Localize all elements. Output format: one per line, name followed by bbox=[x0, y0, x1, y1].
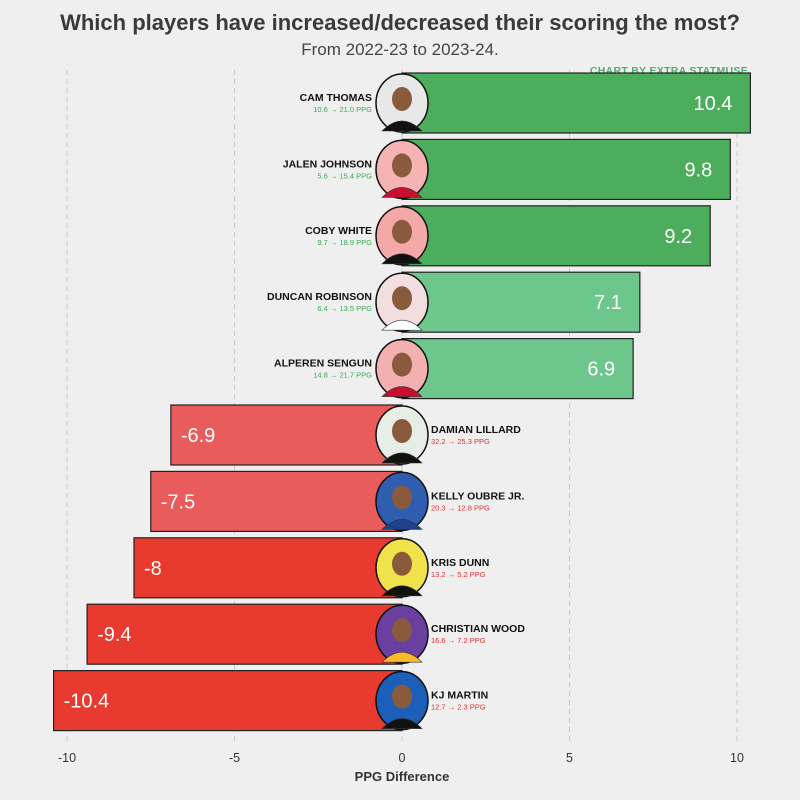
bar bbox=[170, 404, 403, 466]
avatar-head bbox=[392, 618, 412, 643]
player-name: CAM THOMAS bbox=[300, 92, 372, 104]
avatar-jersey bbox=[381, 253, 423, 265]
player-name: KRIS DUNN bbox=[431, 557, 489, 569]
bar bbox=[401, 271, 641, 333]
x-tick-label: 0 bbox=[399, 751, 406, 765]
player-name: CHRISTIAN WOOD bbox=[431, 623, 525, 635]
player-ppg: 6.4 → 13.5 PPG bbox=[317, 304, 372, 313]
avatar-head bbox=[392, 551, 412, 576]
player-avatar bbox=[375, 405, 429, 465]
value-label: -9.4 bbox=[97, 624, 131, 646]
player-name: ALPEREN SENGUN bbox=[274, 358, 372, 370]
avatar-head bbox=[392, 352, 412, 377]
value-label: 6.9 bbox=[587, 359, 615, 381]
player-avatar bbox=[375, 206, 429, 266]
value-label: 9.2 bbox=[664, 226, 692, 248]
value-label: 7.1 bbox=[594, 292, 622, 314]
value-label: -7.5 bbox=[161, 491, 195, 513]
player-name: DUNCAN ROBINSON bbox=[267, 291, 372, 303]
x-tick-label: -5 bbox=[229, 751, 240, 765]
player-ppg: 9.7 → 18.9 PPG bbox=[317, 238, 372, 247]
avatar-head bbox=[392, 153, 412, 178]
player-ppg: 13.2 → 5.2 PPG bbox=[431, 570, 486, 579]
avatar-jersey bbox=[381, 120, 423, 132]
avatar-jersey bbox=[381, 651, 423, 663]
player-avatar bbox=[375, 670, 429, 731]
player-ppg: 14.8 → 21.7 PPG bbox=[313, 371, 372, 380]
bar bbox=[401, 338, 634, 400]
value-label: 9.8 bbox=[684, 159, 712, 181]
avatar-jersey bbox=[381, 718, 423, 729]
avatar-jersey bbox=[381, 585, 423, 597]
avatar-head bbox=[392, 419, 412, 443]
player-name: KELLY OUBRE JR. bbox=[431, 490, 524, 502]
player-name: JALEN JOHNSON bbox=[283, 158, 372, 170]
player-avatar bbox=[375, 272, 429, 332]
x-tick-label: 5 bbox=[566, 751, 573, 765]
player-ppg: 10.6 → 21.0 PPG bbox=[313, 105, 372, 114]
player-avatar bbox=[375, 538, 429, 598]
avatar-head bbox=[392, 485, 412, 510]
bar bbox=[150, 470, 403, 532]
avatar-head bbox=[392, 87, 412, 111]
bar bbox=[401, 138, 731, 200]
bar bbox=[401, 72, 751, 134]
player-ppg: 5.6 → 15.4 PPG bbox=[317, 171, 372, 180]
avatar-jersey bbox=[381, 187, 423, 198]
player-ppg: 32.2 → 25.3 PPG bbox=[431, 437, 490, 446]
value-label: -8 bbox=[144, 558, 162, 580]
chart-title: Which players have increased/decreased t… bbox=[60, 10, 740, 35]
player-name: COBY WHITE bbox=[305, 225, 372, 237]
avatar-jersey bbox=[381, 386, 423, 397]
avatar-jersey bbox=[381, 452, 423, 464]
player-name: DAMIAN LILLARD bbox=[431, 424, 521, 436]
player-avatar bbox=[375, 604, 429, 664]
value-label: 10.4 bbox=[693, 93, 732, 115]
x-axis-label: PPG Difference bbox=[355, 769, 450, 784]
x-tick-label: -10 bbox=[58, 751, 76, 765]
avatar-head bbox=[392, 684, 412, 709]
avatar-head bbox=[392, 219, 412, 244]
player-ppg: 16.6 → 7.2 PPG bbox=[431, 636, 486, 645]
bar bbox=[401, 205, 711, 267]
player-avatar bbox=[375, 139, 429, 200]
bar bbox=[133, 537, 403, 599]
player-ppg: 12.7 → 2.3 PPG bbox=[431, 703, 486, 712]
avatar-jersey bbox=[381, 519, 423, 530]
player-avatar bbox=[375, 471, 429, 532]
avatar-head bbox=[392, 286, 412, 311]
bar bbox=[86, 603, 403, 665]
player-name: KJ MARTIN bbox=[431, 690, 488, 702]
chart-subtitle: From 2022-23 to 2023-24. bbox=[301, 40, 499, 59]
player-avatar bbox=[375, 73, 429, 133]
player-ppg: 20.3 → 12.8 PPG bbox=[431, 503, 490, 512]
x-tick-label: 10 bbox=[730, 751, 744, 765]
value-label: -6.9 bbox=[181, 425, 215, 447]
avatar-jersey bbox=[381, 319, 423, 331]
player-avatar bbox=[375, 338, 429, 399]
value-label: -10.4 bbox=[64, 691, 110, 713]
